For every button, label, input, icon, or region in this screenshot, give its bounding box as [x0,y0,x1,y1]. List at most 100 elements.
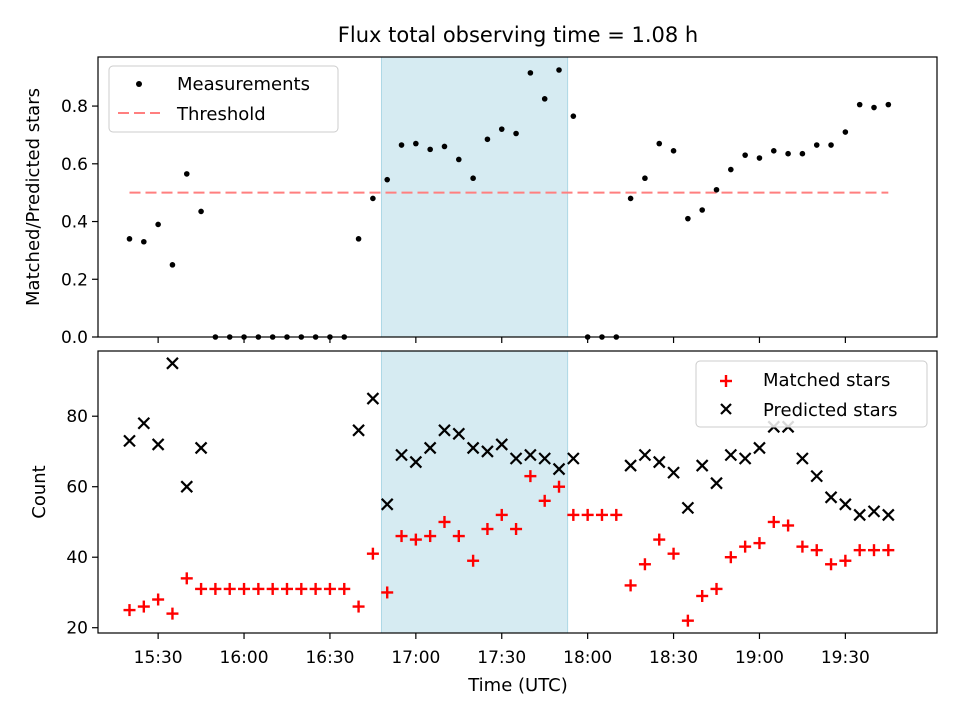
predicted-star-point [796,452,809,465]
matched-star-point [581,508,594,521]
matched-star-point [567,508,580,521]
predicted-star-point [839,498,852,511]
bottom-y-tick-label: 60 [66,478,88,498]
measurement-point [728,166,734,173]
measurement-point [427,146,433,153]
measurement-point [413,140,419,147]
predicted-star-point [395,448,408,462]
matched-star-point [825,558,838,571]
matched-star-point [166,607,179,620]
matched-star-point [495,508,508,521]
measurement-point [198,208,204,215]
predicted-star-point [423,441,437,455]
legend-threshold-label: Threshold [176,104,266,125]
measurement-point [856,101,863,108]
predicted-star-point [352,424,365,437]
measurement-point [570,113,577,119]
measurement-point [527,70,534,76]
matched-star-point [553,480,566,493]
matched-star-point [481,523,494,536]
top-y-tick-label: 0.8 [61,97,88,117]
matched-star-point [424,530,437,543]
legend-predicted-marker [720,403,732,415]
predicted-star-point [552,462,566,476]
matched-star-point [624,579,637,592]
top-y-tick-label: 0.4 [61,213,88,233]
measurement-point [513,130,519,137]
measurement-point [699,207,705,213]
measurement-point [155,221,161,228]
matched-star-point [696,589,709,602]
x-tick-label: 16:30 [305,648,354,668]
legend-measurements-label: Measurements [177,74,310,95]
measurement-point [785,150,791,157]
predicted-stars-points [123,357,895,522]
matched-star-point [839,554,852,567]
top-shaded-span [380,56,569,338]
measurement-point [656,140,663,147]
top-points [126,67,892,340]
matched-star-point [595,508,608,521]
x-tick-label: 16:00 [220,648,269,668]
predicted-star-point [824,491,838,504]
predicted-star-point [366,392,380,405]
predicted-star-point [695,459,709,472]
x-tick-label: 19:30 [821,648,870,668]
matched-star-point [352,600,365,613]
measurement-point [470,175,476,182]
matched-star-point [538,494,551,507]
matched-star-point [782,519,795,532]
bottom-y-tick-label: 40 [66,548,88,568]
measurement-point [370,195,376,202]
x-tick-label: 19:00 [735,648,784,668]
x-axis-label: Time (UTC) [467,675,568,696]
predicted-star-point [638,448,652,462]
predicted-star-point [380,498,394,511]
bottom-y-label: Count [29,465,50,518]
predicted-star-point [466,441,480,455]
predicted-star-point [409,455,423,469]
measurement-point [871,104,877,111]
matched-star-point [753,537,766,550]
measurement-point [441,143,448,150]
matched-star-point [452,530,465,543]
measurement-point [813,142,820,148]
matched-star-point [681,614,694,627]
matched-star-point [338,582,351,595]
bottom-y-axis: 20 40 60 80 [66,407,98,639]
matched-star-point [524,470,537,483]
matched-star-point [667,547,680,560]
x-tick-label: 17:30 [477,648,526,668]
predicted-star-point [194,441,208,455]
measurement-point [770,148,777,154]
top-legend: Measurements Threshold [108,65,339,133]
measurement-point [842,129,849,135]
matched-star-point [638,558,651,571]
bottom-legend-box [695,360,928,428]
measurement-point [556,67,562,73]
matched-star-point [395,530,408,543]
x-tick-label: 17:00 [391,648,440,668]
matched-star-point [724,551,737,564]
measurement-point [670,148,677,154]
predicted-star-point [753,441,766,455]
matched-star-point [309,582,322,595]
measurement-point [398,142,405,148]
legend-matched-label: Matched stars [763,370,890,391]
matched-star-point [810,544,823,557]
predicted-star-point [724,448,738,462]
matched-star-point [610,508,623,521]
predicted-star-point [438,424,451,437]
measurement-point [742,152,748,158]
predicted-star-point [867,505,881,518]
predicted-star-point [853,508,866,522]
legend-measurements-marker [136,81,142,87]
matched-stars-points [123,470,895,627]
measurement-point [183,171,190,177]
predicted-star-point [123,434,136,448]
top-y-label: Matched/Predicted stars [23,88,44,306]
x-tick-label: 18:00 [563,648,612,668]
measurement-point [355,236,362,242]
top-panel: 0.00.20.40.60.8 Matched/Predicted stars … [23,56,938,348]
predicted-star-point [567,452,580,465]
